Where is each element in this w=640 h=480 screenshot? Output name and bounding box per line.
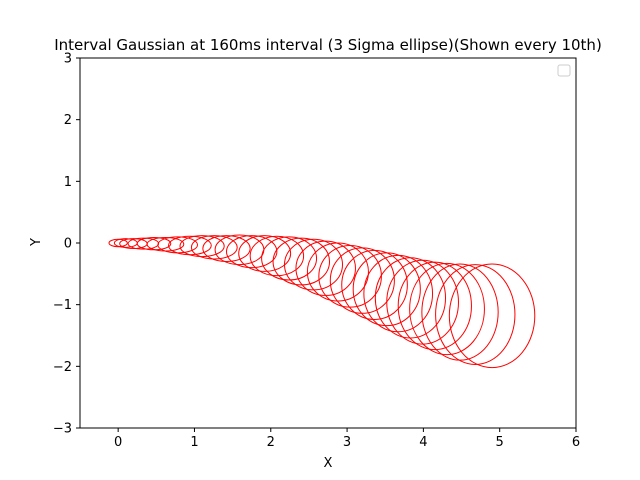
x-tick-label: 0 bbox=[114, 435, 122, 450]
sigma-ellipse bbox=[202, 235, 251, 263]
x-tick-label: 4 bbox=[419, 435, 427, 450]
y-tick-label: −2 bbox=[53, 360, 72, 375]
sigma-ellipse bbox=[435, 264, 516, 365]
sigma-ellipse bbox=[226, 235, 278, 269]
y-tick-label: 1 bbox=[64, 175, 72, 190]
y-axis-label: Y bbox=[29, 238, 44, 247]
x-tick-label: 1 bbox=[190, 435, 198, 450]
x-axis-ticks: 0 1 2 3 4 5 6 bbox=[114, 428, 580, 450]
legend-box bbox=[557, 64, 571, 77]
x-axis-label: X bbox=[324, 456, 333, 471]
sigma-ellipse bbox=[272, 237, 331, 286]
sigma-ellipse bbox=[341, 249, 408, 320]
sigma-ellipse bbox=[179, 235, 225, 258]
sigma-ellipse bbox=[397, 261, 472, 351]
x-tick-label: 6 bbox=[572, 435, 580, 450]
y-tick-label: 2 bbox=[64, 113, 72, 128]
x-tick-label: 3 bbox=[343, 435, 351, 450]
sigma-ellipse bbox=[421, 263, 499, 361]
sigma-ellipse bbox=[127, 237, 160, 250]
sigma-ellipse bbox=[238, 235, 292, 272]
y-tick-label: −3 bbox=[53, 422, 72, 437]
sigma-ellipse bbox=[409, 262, 485, 356]
y-tick-label: 0 bbox=[64, 237, 72, 252]
sigma-ellipse bbox=[318, 244, 382, 308]
sigma-ellipse bbox=[363, 254, 434, 333]
y-tick-label: 3 bbox=[64, 52, 72, 67]
y-tick-label: −1 bbox=[53, 298, 72, 313]
x-tick-label: 2 bbox=[267, 435, 275, 450]
sigma-ellipse bbox=[448, 263, 536, 369]
sigma-ellipse bbox=[190, 235, 238, 260]
sigma-ellipse bbox=[249, 235, 305, 277]
sigma-ellipse bbox=[352, 252, 421, 327]
x-tick-label: 5 bbox=[496, 435, 504, 450]
sigma-ellipse bbox=[306, 242, 369, 302]
axes-frame bbox=[79, 57, 577, 429]
plot-area bbox=[108, 234, 536, 369]
chart-title: Interval Gaussian at 160ms interval (3 S… bbox=[54, 36, 602, 54]
sigma-ellipse bbox=[261, 236, 318, 281]
y-axis-ticks: −3 −2 −1 0 1 2 3 bbox=[53, 52, 80, 437]
sigma-ellipse bbox=[329, 247, 395, 314]
